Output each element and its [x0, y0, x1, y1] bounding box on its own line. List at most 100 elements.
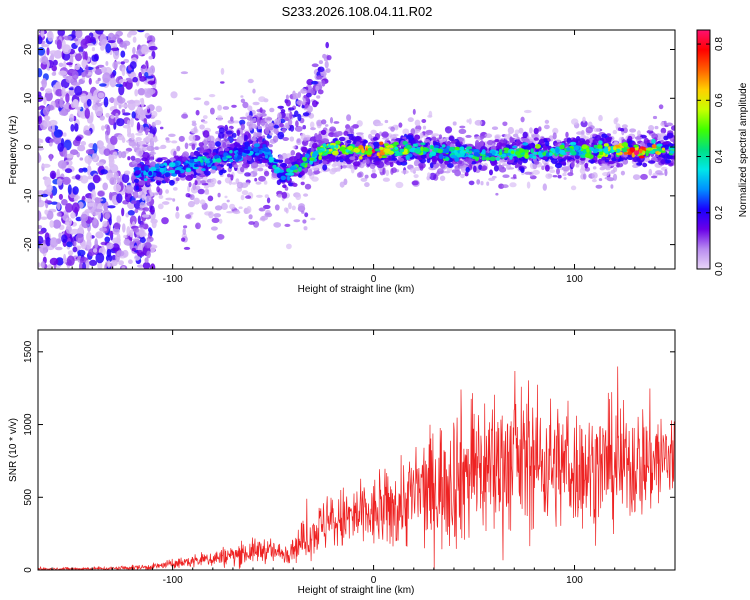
spectral-blob: [294, 125, 303, 132]
spectral-blob: [65, 225, 72, 234]
spectral-blob: [39, 244, 47, 248]
spectral-blob: [181, 237, 186, 242]
spectral-blob: [370, 129, 377, 135]
spectral-blob: [508, 149, 512, 153]
spectral-blob: [347, 145, 354, 151]
snr-y-tick-label: 1000: [23, 413, 34, 436]
spectral-blob: [385, 169, 390, 176]
spectral-blob: [439, 175, 446, 182]
spectral-blob: [40, 216, 48, 220]
spectral-blob: [510, 150, 515, 154]
spectral-blob: [222, 106, 230, 110]
spectral-blob: [610, 184, 614, 189]
spectral-blob: [56, 169, 60, 177]
spectral-blob: [97, 190, 105, 197]
spectral-blob: [72, 246, 78, 253]
spectral-blob: [218, 131, 225, 139]
spectral-blob: [159, 168, 164, 173]
spectral-blob: [221, 202, 228, 210]
spectral-blob: [65, 203, 73, 213]
spectral-blob: [240, 166, 245, 173]
spectral-blob: [82, 50, 87, 61]
spectral-blob: [159, 163, 164, 167]
spectral-blob: [549, 152, 553, 157]
spectral-blob: [523, 149, 530, 153]
spectral-blob: [49, 257, 59, 266]
spectral-blob: [260, 215, 268, 221]
spectral-blob: [133, 147, 141, 152]
spectral-blob: [451, 169, 457, 173]
spectral-blob: [374, 160, 381, 166]
spectral-blob: [112, 227, 120, 235]
spectral-blob: [97, 92, 105, 99]
spectral-blob: [379, 146, 384, 150]
spectral-blob: [49, 170, 57, 179]
spectral-blob: [342, 165, 347, 169]
spectral-blob: [146, 88, 156, 95]
spectral-blob: [584, 153, 591, 158]
spectral-blob: [444, 160, 449, 165]
spectral-blob: [38, 36, 43, 45]
spectral-blob: [302, 99, 306, 106]
spectral-blob: [581, 144, 588, 149]
spectral-blob: [56, 178, 63, 186]
spectral-blob: [193, 125, 198, 133]
spectral-blob: [360, 177, 368, 182]
spectral-blob: [252, 147, 259, 153]
spectral-blob: [456, 153, 461, 158]
spectral-blob: [132, 227, 140, 233]
spectral-blob: [494, 136, 500, 139]
snr-y-tick-label: 500: [23, 488, 34, 505]
spectral-blob: [105, 254, 113, 262]
spectral-blob: [623, 151, 628, 155]
spectral-blob: [605, 167, 611, 171]
spectral-blob: [455, 141, 461, 147]
spectral-blob: [202, 115, 208, 120]
spectral-blob: [281, 191, 288, 199]
spectral-blob: [281, 128, 287, 133]
spectral-blob: [498, 152, 503, 156]
spectral-blob: [108, 191, 113, 201]
spectral-blob: [588, 159, 596, 164]
spectral-blob: [569, 141, 577, 146]
spectral-blob: [513, 133, 519, 138]
spectral-blob: [335, 140, 341, 145]
spectral-blob: [598, 148, 603, 152]
spectral-blob: [112, 48, 120, 60]
spectral-blob: [481, 149, 486, 155]
spectral-blob: [239, 116, 248, 120]
spectral-blob: [414, 119, 421, 127]
spectral-blob: [333, 161, 340, 167]
spectral-blob: [660, 159, 666, 165]
spectral-blob: [285, 99, 291, 107]
spectral-blob: [49, 153, 53, 162]
spectral-blob: [309, 159, 314, 165]
spectral-blob: [68, 87, 76, 91]
spectral-blob: [615, 162, 621, 168]
spectral-blob: [288, 172, 295, 176]
spectral-blob: [175, 211, 180, 219]
snr-frame: [37, 329, 676, 571]
spectral-blob: [131, 111, 136, 119]
spectral-blob: [382, 177, 390, 182]
spectral-blob: [648, 168, 653, 176]
spectral-blob: [603, 143, 609, 148]
spectral-blob: [304, 153, 310, 159]
spectral-blob: [302, 125, 307, 130]
spectral-blob: [59, 110, 69, 116]
spectral-blob: [586, 148, 590, 153]
spectral-blob: [94, 197, 100, 203]
spectral-blob: [246, 206, 252, 214]
spectral-blob: [253, 143, 260, 148]
spectral-blob: [658, 104, 664, 110]
spectral-blob: [44, 115, 51, 121]
spectral-blob: [514, 129, 520, 135]
spectral-blob: [188, 181, 192, 188]
spectral-blob: [289, 136, 295, 142]
spectral-blob: [460, 173, 465, 179]
spectral-blob: [312, 165, 319, 171]
spectral-blob: [364, 174, 369, 179]
spectral-blob: [374, 148, 381, 152]
spectral-blob: [182, 151, 190, 158]
